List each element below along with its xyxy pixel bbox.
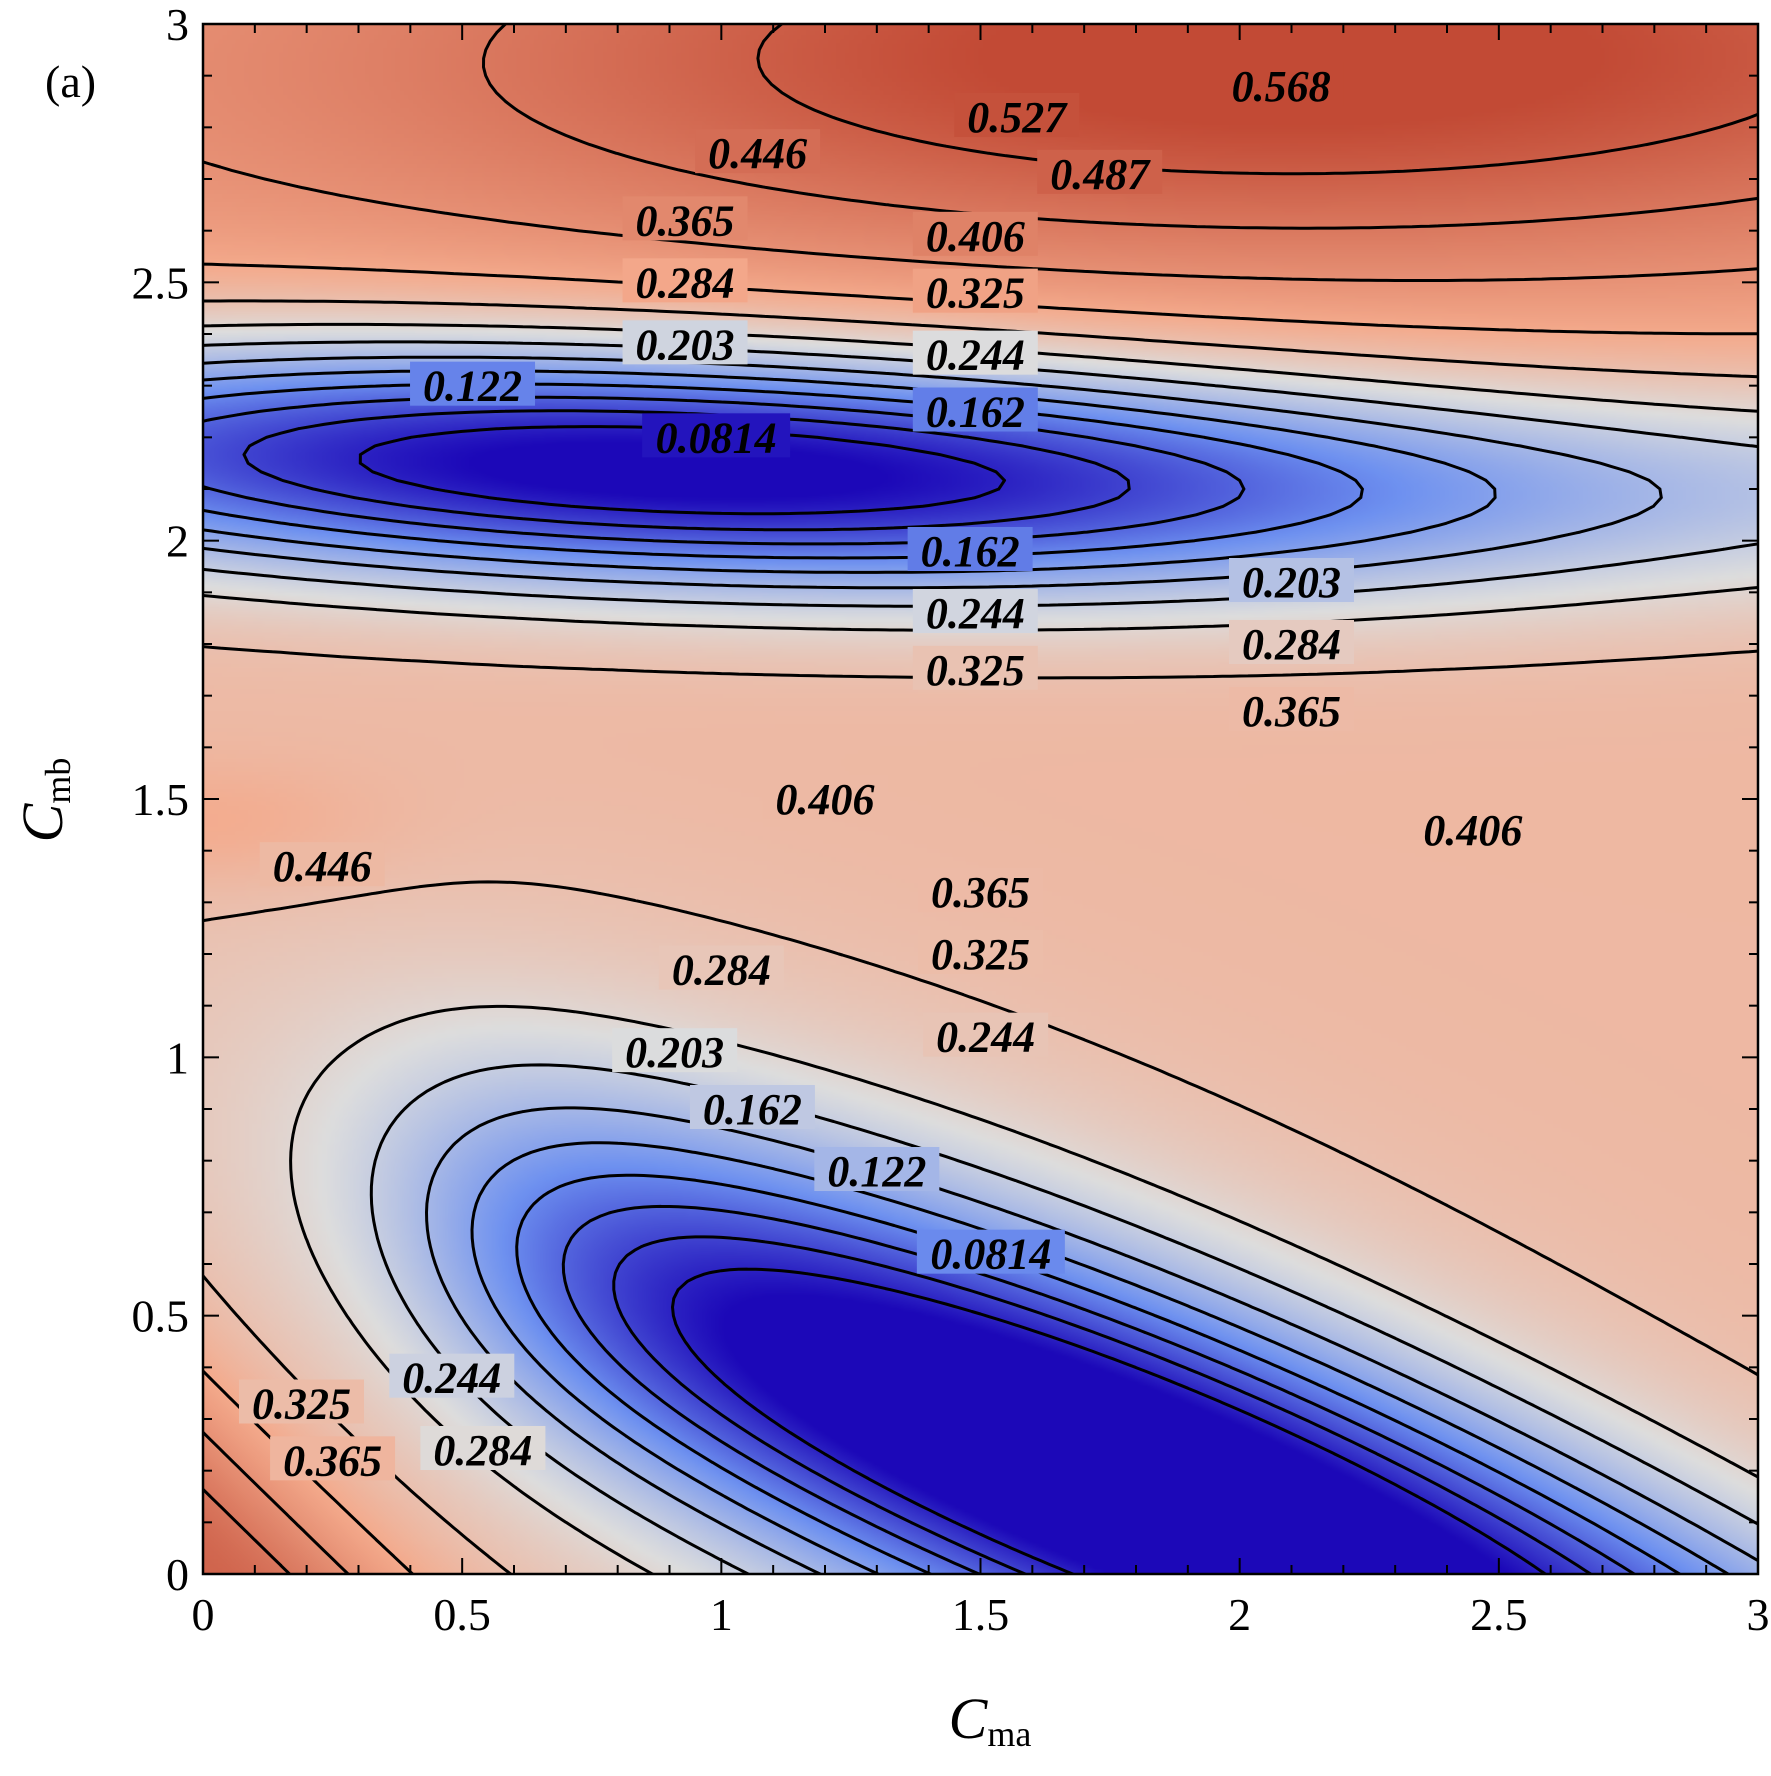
contour-label-bg [1218, 62, 1344, 106]
contour-label-bg [1037, 149, 1163, 194]
x-tick-label: 2.5 [1470, 1589, 1528, 1640]
contour-label-bg [1410, 806, 1536, 850]
contour-label-17: 0.325 [926, 646, 1025, 695]
contour-label-bg [238, 1379, 364, 1424]
contour-label-bg [622, 196, 748, 241]
contour-label-14: 0.203 [1242, 558, 1341, 607]
contour-label-bg [1229, 558, 1354, 602]
contour-label-27: 0.162 [703, 1085, 802, 1134]
contour-line-0.325 [203, 340, 1758, 1574]
contour-label-6: 0.325 [926, 269, 1025, 318]
contour-label-21: 0.446 [273, 842, 372, 891]
contour-label-bg [695, 129, 821, 174]
contour-labels: 0.568 0.527 0.487 0.446 0.406 0.365 0.325 0.284… [238, 62, 1536, 1485]
contour-label-11: 0.122 [423, 362, 522, 411]
contour-label-bg [912, 211, 1038, 256]
y-axis-label: Cmb [10, 758, 78, 843]
y-tick-label: 2.5 [132, 257, 190, 308]
contour-line-0.487 [203, 160, 1758, 1574]
contour-label-32: 0.365 [283, 1436, 382, 1485]
contour-label-bg [954, 93, 1080, 137]
contour-label-8: 0.244 [926, 331, 1025, 380]
contour-label-29: 0.0814 [930, 1230, 1051, 1279]
y-tick-label: 3 [166, 0, 189, 50]
contour-label-bg [389, 1353, 515, 1398]
axis-ticks [202, 23, 1759, 1575]
x-tick-label: 3 [1747, 1589, 1770, 1640]
contour-label-bg [918, 868, 1043, 912]
contour-label-bg [622, 320, 748, 365]
contour-label-33: 0.284 [433, 1426, 532, 1475]
contour-label-15: 0.244 [926, 589, 1025, 638]
contour-label-24: 0.284 [672, 946, 771, 995]
contour-line-0.122 [242, 409, 1593, 1574]
contour-label-13: 0.162 [921, 527, 1020, 576]
contour-label-bg [1229, 620, 1354, 664]
contour-label-bg [814, 1147, 940, 1191]
contour-line-0.406 [203, 299, 1758, 1574]
contour-line-0.0814 [358, 425, 1547, 1574]
contour-line-0.203 [203, 382, 1682, 1574]
contour-label-bg [420, 1426, 546, 1470]
contour-label-0: 0.568 [1232, 62, 1331, 111]
contour-label-7: 0.284 [636, 258, 735, 307]
contour-label-1: 0.527 [967, 93, 1068, 142]
axis-tick-labels: 0 0.5 1 1.5 2 2.5 3 0 0.5 1 1.5 2 2.5 3 [132, 0, 1770, 1640]
x-tick-label: 2 [1228, 1589, 1251, 1640]
x-tick-label: 0 [192, 1589, 215, 1640]
contour-label-25: 0.244 [936, 1013, 1035, 1062]
contour-label-bg [918, 930, 1043, 974]
contour-label-bg [916, 1229, 1065, 1274]
x-axis-label: Cma [949, 1686, 1032, 1754]
contour-label-bg [923, 1012, 1049, 1057]
contour-label-bg [270, 1436, 396, 1481]
contour-label-31: 0.244 [402, 1354, 501, 1403]
contour-label-9: 0.203 [636, 320, 735, 369]
contour-label-20: 0.406 [1423, 806, 1522, 855]
x-tick-label: 0.5 [433, 1589, 491, 1640]
contour-label-bg [689, 1085, 815, 1129]
contour-label-bg [912, 268, 1038, 313]
contour-label-bg [612, 1028, 738, 1073]
y-tick-label: 2 [166, 516, 189, 567]
contour-label-30: 0.325 [252, 1380, 351, 1429]
contour-label-28: 0.122 [827, 1147, 926, 1196]
contour-label-bg [259, 842, 385, 887]
contour-label-bg [410, 361, 536, 406]
contour-label-18: 0.365 [1242, 687, 1341, 736]
contour-line-0.284 [203, 355, 1758, 1574]
contour-label-bg [912, 330, 1038, 375]
y-tick-label: 0 [166, 1549, 189, 1600]
contour-label-12: 0.0814 [656, 413, 777, 462]
contour-label-bg [1229, 687, 1354, 732]
y-tick-label: 1 [166, 1032, 189, 1083]
panel-label: (a) [45, 56, 96, 107]
y-tick-label: 1.5 [132, 774, 190, 825]
contour-label-16: 0.284 [1242, 620, 1341, 669]
contour-label-bg [622, 258, 748, 303]
y-tick-label: 0.5 [132, 1291, 190, 1342]
contour-label-3: 0.446 [708, 129, 807, 178]
contour-label-bg [912, 645, 1038, 690]
contour-label-26: 0.203 [625, 1028, 724, 1077]
contour-label-2: 0.487 [1050, 150, 1151, 199]
contour-label-22: 0.365 [931, 868, 1030, 917]
contour-label-bg [912, 589, 1038, 633]
contour-label-bg [912, 387, 1038, 432]
contour-label-5: 0.365 [636, 196, 735, 245]
contour-label-bg [907, 527, 1033, 571]
contour-label-10: 0.162 [926, 388, 1025, 437]
contour-label-23: 0.325 [931, 930, 1030, 979]
x-tick-label: 1 [710, 1589, 733, 1640]
contour-label-19: 0.406 [776, 775, 875, 824]
contour-label-bg [658, 945, 784, 990]
contour-label-4: 0.406 [926, 212, 1025, 261]
x-tick-label: 1.5 [952, 1589, 1010, 1640]
contour-label-bg [642, 413, 791, 458]
contour-label-bg [762, 775, 888, 819]
